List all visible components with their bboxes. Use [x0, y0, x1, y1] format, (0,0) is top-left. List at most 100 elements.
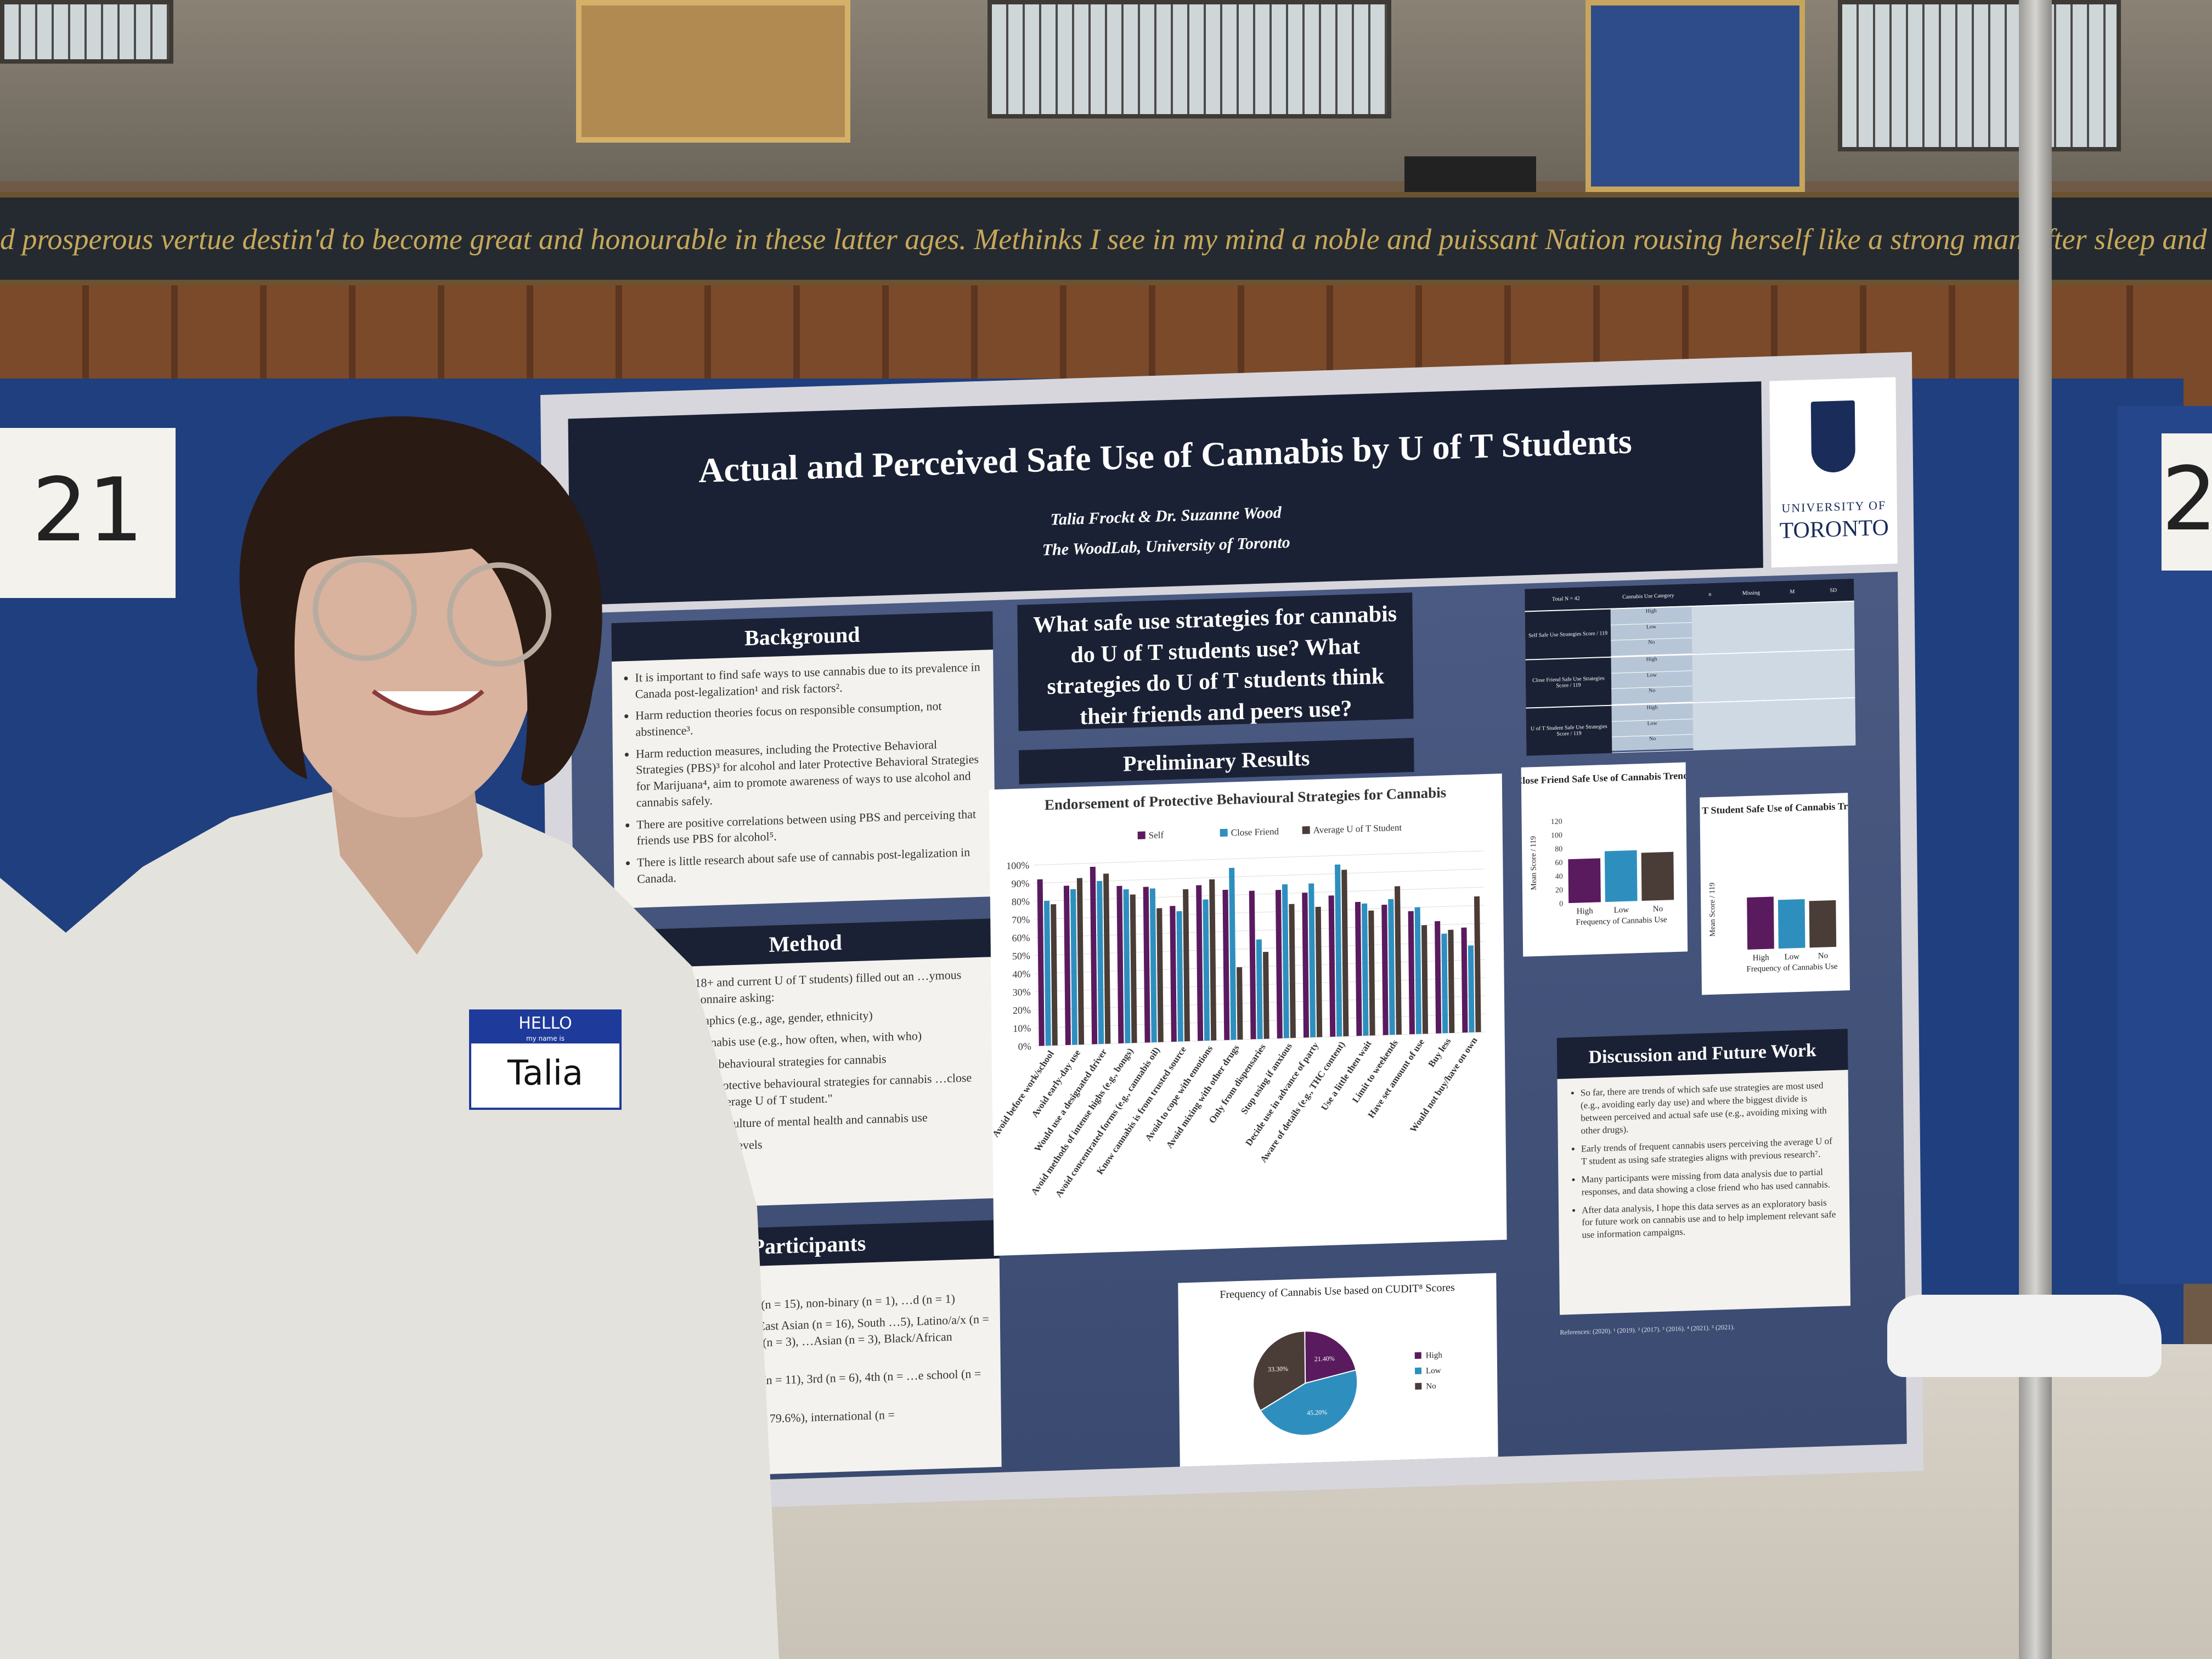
- table-body: Self Safe Use Strategies Score / 119 High…: [1525, 600, 1856, 756]
- table-header-cell: Cannabis Use Category: [1622, 592, 1674, 600]
- bar-close-friend: [1308, 883, 1316, 1037]
- name-tag-name: Talia: [507, 1053, 584, 1093]
- trend-bar: [1809, 900, 1837, 948]
- bar-self: [1222, 889, 1230, 1040]
- bar-close-friend: [1043, 900, 1051, 1046]
- pie-slice: [1304, 1330, 1357, 1384]
- table-row-label: Self Safe Use Strategies Score / 119: [1525, 609, 1611, 659]
- university-crest-icon: [1810, 400, 1856, 473]
- legend-swatch: [1415, 1383, 1422, 1390]
- y-tick-label: 30%: [1013, 986, 1031, 998]
- bar-average-u-of-t-student: [1183, 889, 1190, 1042]
- y-tick-label: 70%: [1012, 914, 1030, 926]
- bar-average-u-of-t-student: [1448, 929, 1455, 1034]
- close-friend-trend-svg: Close Friend Safe Use of Cannabis Trend⁶…: [1515, 770, 1692, 927]
- y-tick-label: 10%: [1013, 1023, 1031, 1034]
- y-tick-label: 80%: [1012, 896, 1030, 907]
- bar-self: [1063, 885, 1071, 1046]
- bar-self: [1355, 901, 1362, 1036]
- bar-average-u-of-t-student: [1263, 951, 1269, 1039]
- y-tick-label: 100: [1551, 832, 1562, 840]
- discussion-list: So far, there are trends of which safe u…: [1567, 1079, 1840, 1243]
- discussion-item: Early trends of frequent cannabis users …: [1581, 1135, 1839, 1168]
- hair: [239, 416, 602, 786]
- table-header-cell: Missing: [1742, 589, 1760, 596]
- y-tick-label: 90%: [1011, 878, 1029, 889]
- uoft-trend-svg: U of T Student Safe Use of Cannabis Tren…: [1682, 800, 1867, 974]
- pie-data-label: 21.40%: [1314, 1355, 1335, 1363]
- frieze-inscription: d prosperous vertue destin'd to become g…: [0, 223, 2212, 256]
- legend-swatch: [1415, 1367, 1422, 1375]
- board-number-card-right: 2: [2162, 433, 2212, 571]
- trend-bar: [1604, 850, 1638, 902]
- research-poster: Actual and Perceived Safe Use of Cannabi…: [540, 352, 1924, 1514]
- results-heading: Preliminary Results: [1019, 738, 1414, 785]
- legend-label: Low: [1426, 1367, 1441, 1376]
- legend-label: High: [1426, 1351, 1443, 1360]
- bar-close-friend: [1229, 867, 1237, 1040]
- y-tick-label: 40: [1555, 872, 1563, 881]
- bar-average-u-of-t-student: [1315, 906, 1323, 1037]
- bar-self: [1302, 893, 1310, 1038]
- table-header-cell: M: [1790, 588, 1795, 595]
- table-category-cell: No: [1611, 638, 1692, 657]
- cudit-pie-chart: Frequency of Cannabis Use based on CUDIT…: [1178, 1273, 1498, 1467]
- bar-average-u-of-t-student: [1156, 908, 1164, 1042]
- x-category-label: Buy less: [1426, 1036, 1453, 1069]
- bar-self: [1170, 906, 1177, 1042]
- y-tick-label: 60: [1555, 859, 1562, 867]
- pie-data-label: 45.20%: [1307, 1408, 1327, 1417]
- table-category-cell: High: [1610, 607, 1692, 625]
- bar-self: [1196, 885, 1204, 1041]
- legend-swatch: [1302, 826, 1310, 834]
- bar-average-u-of-t-student: [1395, 886, 1402, 1035]
- bar-close-friend: [1097, 881, 1104, 1045]
- name-tag-subheader: my name is: [526, 1035, 565, 1042]
- table-values-cell: [1691, 601, 1855, 654]
- bar-self: [1381, 904, 1389, 1035]
- y-axis-label: Mean Score / 119: [1708, 882, 1717, 936]
- table-category-cell: High: [1611, 655, 1692, 674]
- x-category-label: High: [1577, 907, 1594, 916]
- y-tick-label: 50%: [1012, 950, 1030, 962]
- poster-body: Background It is important to find safe …: [570, 572, 1907, 1486]
- legend-label: No: [1426, 1382, 1436, 1391]
- legend-swatch: [1414, 1352, 1421, 1359]
- references: References: (2020). ¹ (2019). ² (2017). …: [1560, 1323, 1735, 1336]
- trend-bar: [1747, 896, 1774, 950]
- y-tick-label: 120: [1551, 818, 1562, 827]
- strategies-chart-svg: Endorsement of Protective Behavioural St…: [990, 784, 1486, 1199]
- university-name: TORONTO: [1779, 515, 1889, 544]
- bar-close-friend: [1176, 911, 1183, 1042]
- chart-title: U of T Student Safe Use of Cannabis Tren…: [1700, 800, 1850, 817]
- bar-average-u-of-t-student: [1209, 879, 1217, 1041]
- discussion-section: So far, there are trends of which safe u…: [1557, 1070, 1851, 1315]
- bar-average-u-of-t-student: [1421, 925, 1429, 1034]
- bar-average-u-of-t-student: [1237, 967, 1243, 1040]
- bar-close-friend: [1149, 888, 1157, 1043]
- bar-average-u-of-t-student: [1130, 894, 1137, 1043]
- bar-close-friend: [1362, 903, 1369, 1036]
- bar-close-friend: [1335, 864, 1342, 1037]
- sneaker: [1887, 1295, 2162, 1377]
- presenter-person: [0, 416, 779, 1659]
- legend-swatch: [1137, 831, 1146, 839]
- bar-average-u-of-t-student: [1051, 904, 1058, 1046]
- bar-close-friend: [1441, 933, 1448, 1034]
- research-question: What safe use strategies for cannabis do…: [1017, 592, 1414, 731]
- y-tick-label: 20: [1555, 886, 1563, 894]
- table-header-cell: SD: [1830, 587, 1837, 594]
- table-category-cell: Low: [1611, 719, 1694, 738]
- name-tag-hello: HELLO: [518, 1014, 572, 1033]
- chart-title: Frequency of Cannabis Use based on CUDIT…: [1220, 1282, 1455, 1301]
- metal-pole: [2019, 0, 2052, 1659]
- bar-self: [1328, 895, 1336, 1037]
- x-category-label: No: [1653, 905, 1663, 914]
- bar-self: [1435, 921, 1442, 1034]
- discussion-item: So far, there are trends of which safe u…: [1581, 1079, 1839, 1137]
- table-row-label: Close Friend Safe Use Strategies Score /…: [1525, 657, 1612, 708]
- x-category-label: No: [1818, 951, 1829, 961]
- bar-self: [1461, 927, 1468, 1033]
- trend-bar: [1641, 851, 1674, 901]
- bar-close-friend: [1282, 884, 1289, 1039]
